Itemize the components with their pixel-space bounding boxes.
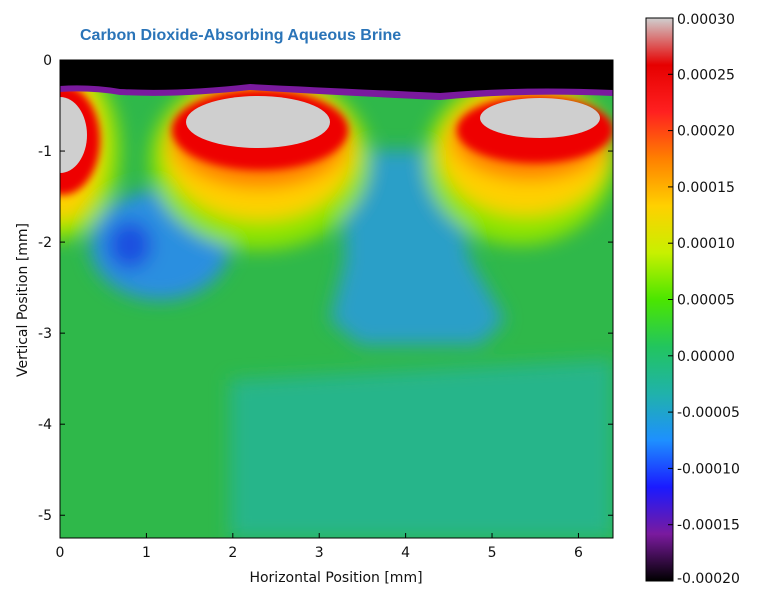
y-tick-label: -5 [38, 508, 52, 524]
colorbar-tick-label: -0.00010 [677, 461, 740, 477]
x-axis-ticks: 0 1 2 3 4 5 6 [56, 60, 583, 561]
y-axis-label: Vertical Position [mm] [15, 223, 31, 377]
y-tick-label: -1 [38, 144, 52, 160]
x-tick-label: 3 [315, 545, 324, 561]
colorbar-ticks: 0.00030 0.00025 0.00020 0.00015 0.00010 0.000… [668, 12, 740, 587]
colorbar-tick-label: 0.00010 [677, 236, 735, 252]
low-concentration-column [330, 150, 505, 345]
colorbar-tick-label: 0.00000 [677, 349, 735, 365]
y-tick-label: -4 [38, 417, 52, 433]
y-axis-ticks: 0 -1 -2 -3 -4 -5 [38, 53, 613, 524]
x-tick-label: 6 [574, 545, 583, 561]
colorbar-tick-label: 0.00025 [677, 67, 735, 83]
x-tick-label: 1 [142, 545, 151, 561]
y-tick-label: 0 [43, 53, 52, 69]
surface-depletion-layer [60, 60, 613, 93]
colorbar-tick-label: 0.00015 [677, 180, 735, 196]
x-tick-label: 5 [488, 545, 497, 561]
teal-lower-field [230, 360, 613, 538]
x-tick-label: 0 [56, 545, 65, 561]
low-concentration-pocket-core [108, 221, 152, 269]
y-tick-label: -2 [38, 235, 52, 251]
colorbar-tick-label: -0.00015 [677, 518, 740, 534]
chart-title: Carbon Dioxide-Absorbing Aqueous Brine [80, 27, 401, 44]
heatmap [60, 60, 613, 538]
x-axis-label: Horizontal Position [mm] [249, 570, 422, 586]
x-tick-label: 4 [401, 545, 410, 561]
colorbar-tick-label: -0.00005 [677, 405, 740, 421]
plume-right-saturated [480, 98, 600, 138]
plume-center-saturated [186, 96, 330, 148]
x-tick-label: 2 [228, 545, 237, 561]
colorbar-tick-label: 0.00030 [677, 12, 735, 28]
y-tick-label: -3 [38, 326, 52, 342]
plume-left-saturated [60, 97, 87, 173]
colorbar-tick-label: 0.00005 [677, 293, 735, 309]
plot-frame [59, 59, 614, 539]
colorbar-tick-label: 0.00020 [677, 124, 735, 140]
colorbar-tick-label: -0.00020 [677, 571, 740, 587]
